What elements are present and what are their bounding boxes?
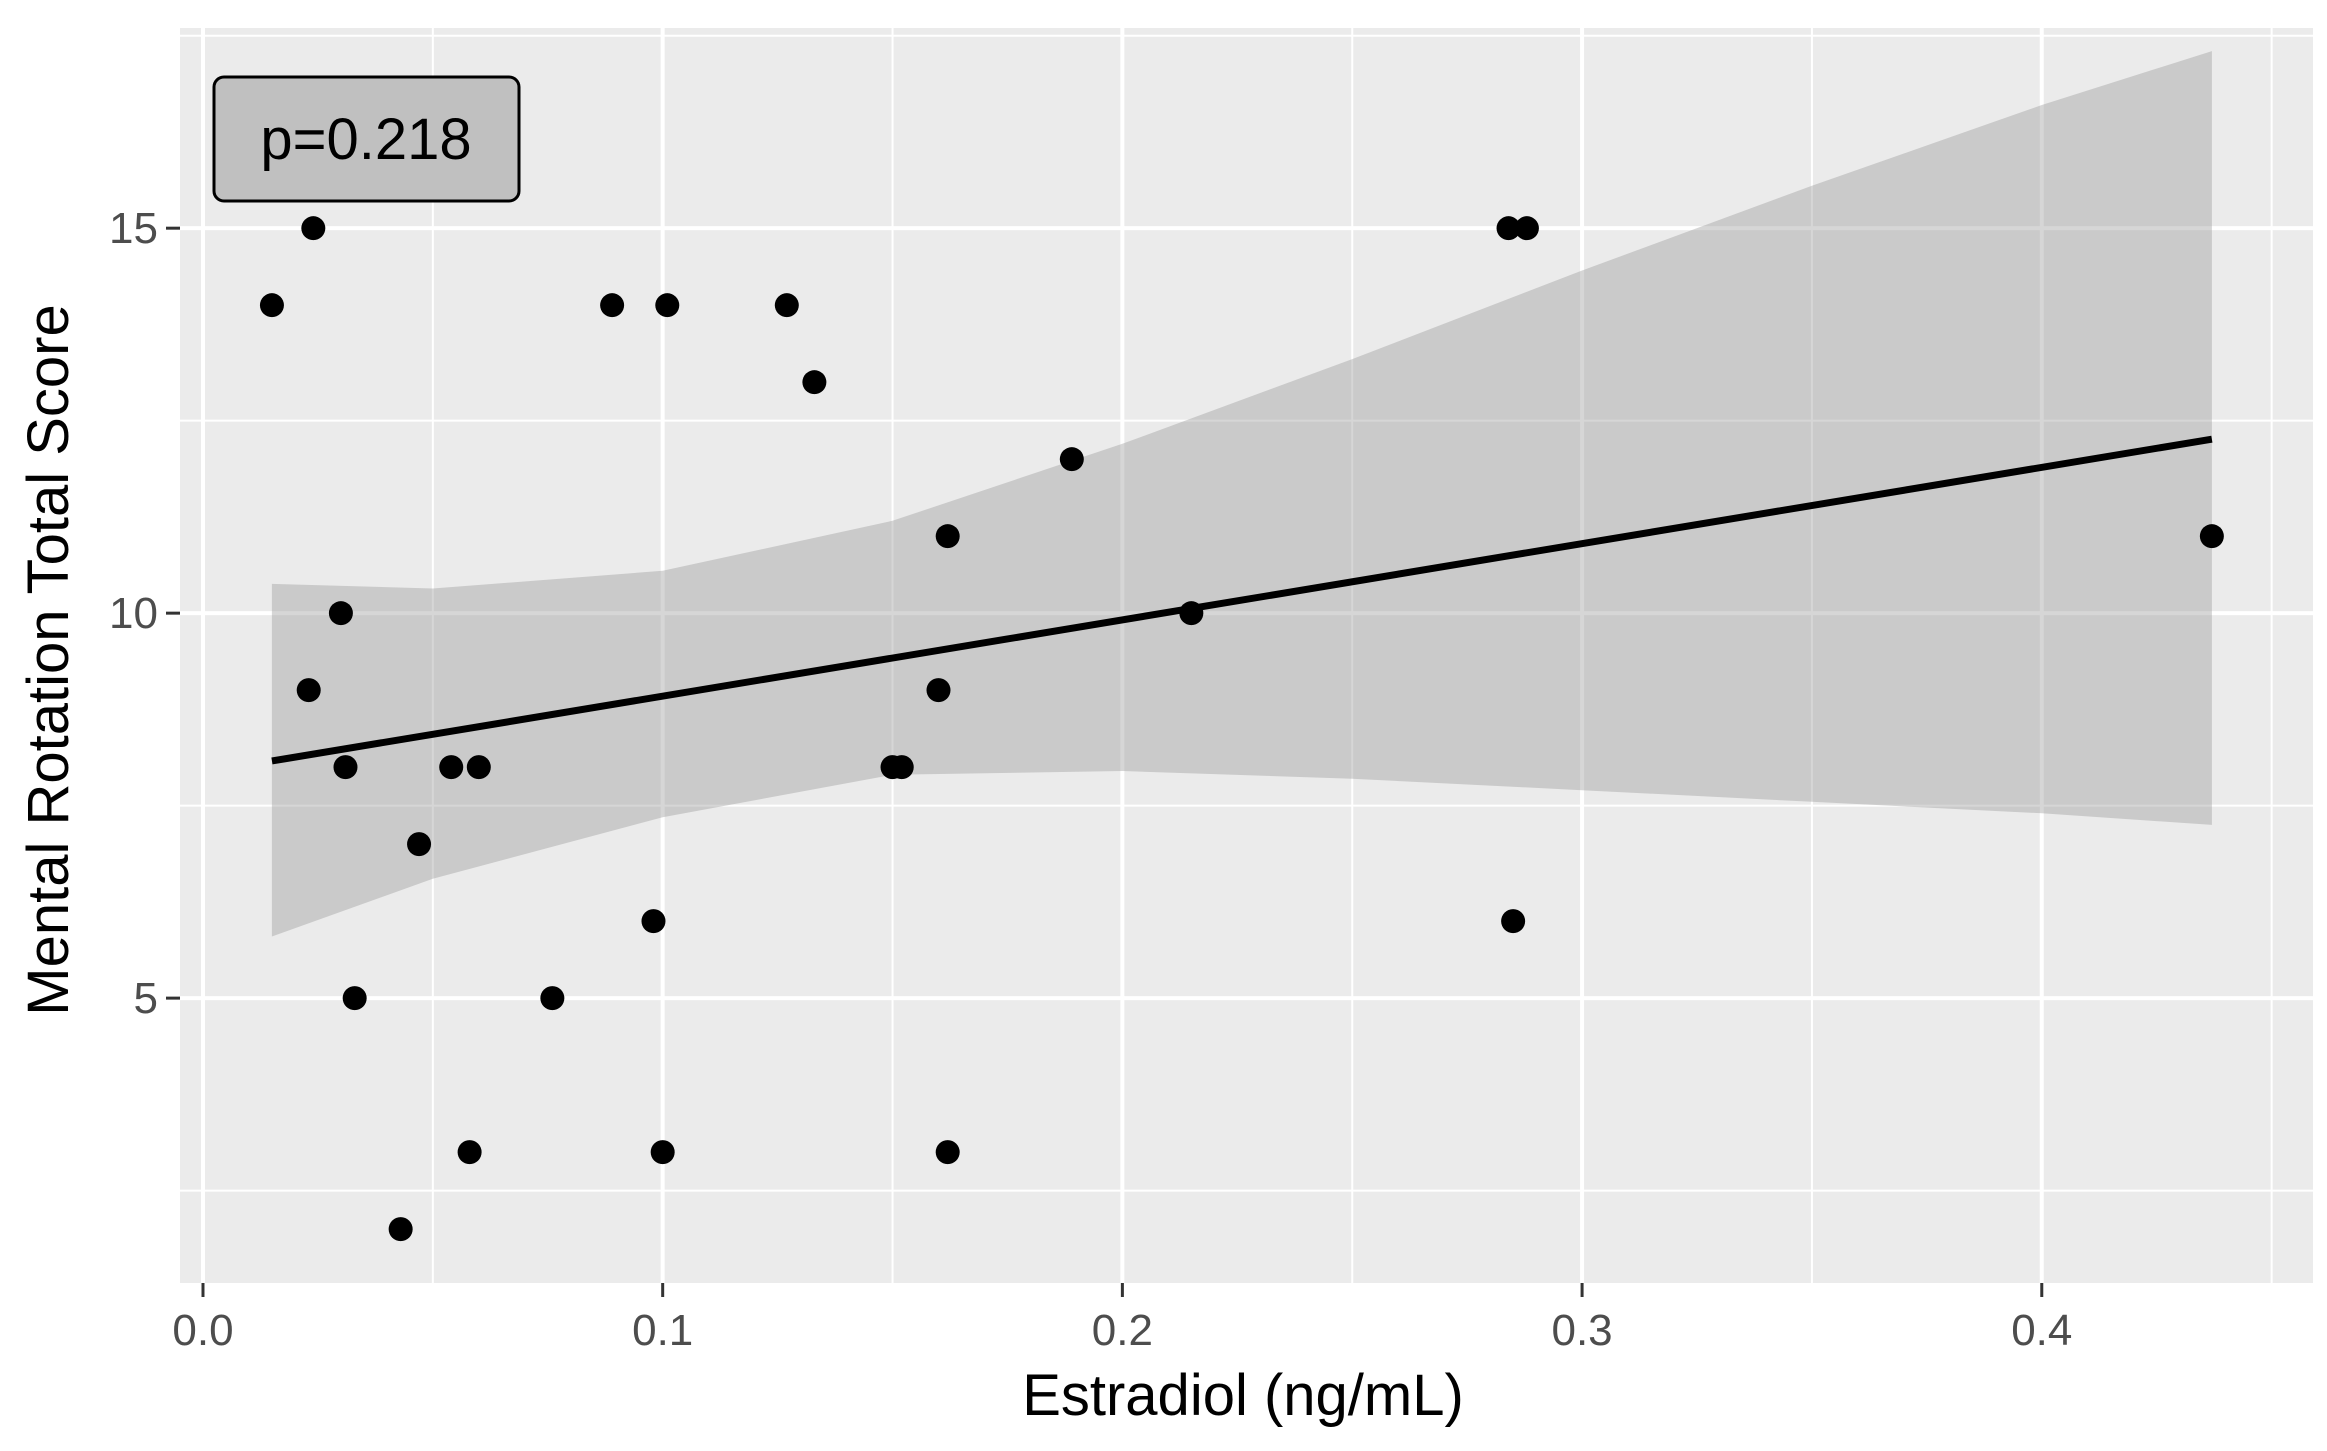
data-point [296,678,321,703]
x-axis-title: Estradiol (ng/mL) [1022,1363,1464,1428]
data-point [641,909,666,934]
data-point [1514,216,1539,241]
data-point [301,216,326,241]
data-point [1059,447,1084,472]
data-point [2199,524,2224,549]
data-point [600,293,625,318]
data-point [935,1140,960,1165]
annotation-text: p=0.218 [260,107,471,172]
y-tick-label: 15 [109,204,158,253]
x-tick-label: 0.0 [172,1306,233,1355]
data-point [655,293,680,318]
regression-line [271,435,2213,765]
y-axis: 5 10 15 [109,204,180,1023]
data-point [935,524,960,549]
data-point [1501,909,1526,934]
data-point [342,986,367,1011]
data-point [328,601,353,626]
y-axis-title: Mental Rotation Total Score [16,304,81,1015]
data-point [802,370,827,395]
data-point [259,293,284,318]
y-tick-label: 5 [134,974,158,1023]
x-axis: 0.0 0.1 0.2 0.3 0.4 [172,1283,2072,1355]
plot-panel [180,28,2313,1283]
x-tick-label: 0.2 [1092,1306,1153,1355]
data-point [926,678,951,703]
confidence-band [271,51,2212,937]
data-point [889,755,914,780]
major-grid [180,28,2313,1283]
p-value-annotation: p=0.218 [212,75,521,203]
data-point [1496,216,1521,241]
x-tick-label: 0.4 [2011,1306,2072,1355]
x-tick-label: 0.1 [632,1306,693,1355]
data-point [466,755,491,780]
data-point [388,1217,413,1242]
data-points [259,216,2224,1242]
y-tick-label: 10 [109,589,158,638]
x-tick-label: 0.3 [1551,1306,1612,1355]
data-point [407,832,432,857]
data-point [774,293,799,318]
data-point [650,1140,675,1165]
data-point [439,755,464,780]
data-point [333,755,358,780]
data-point [457,1140,482,1165]
annotation-box [212,75,521,203]
data-point [540,986,565,1011]
